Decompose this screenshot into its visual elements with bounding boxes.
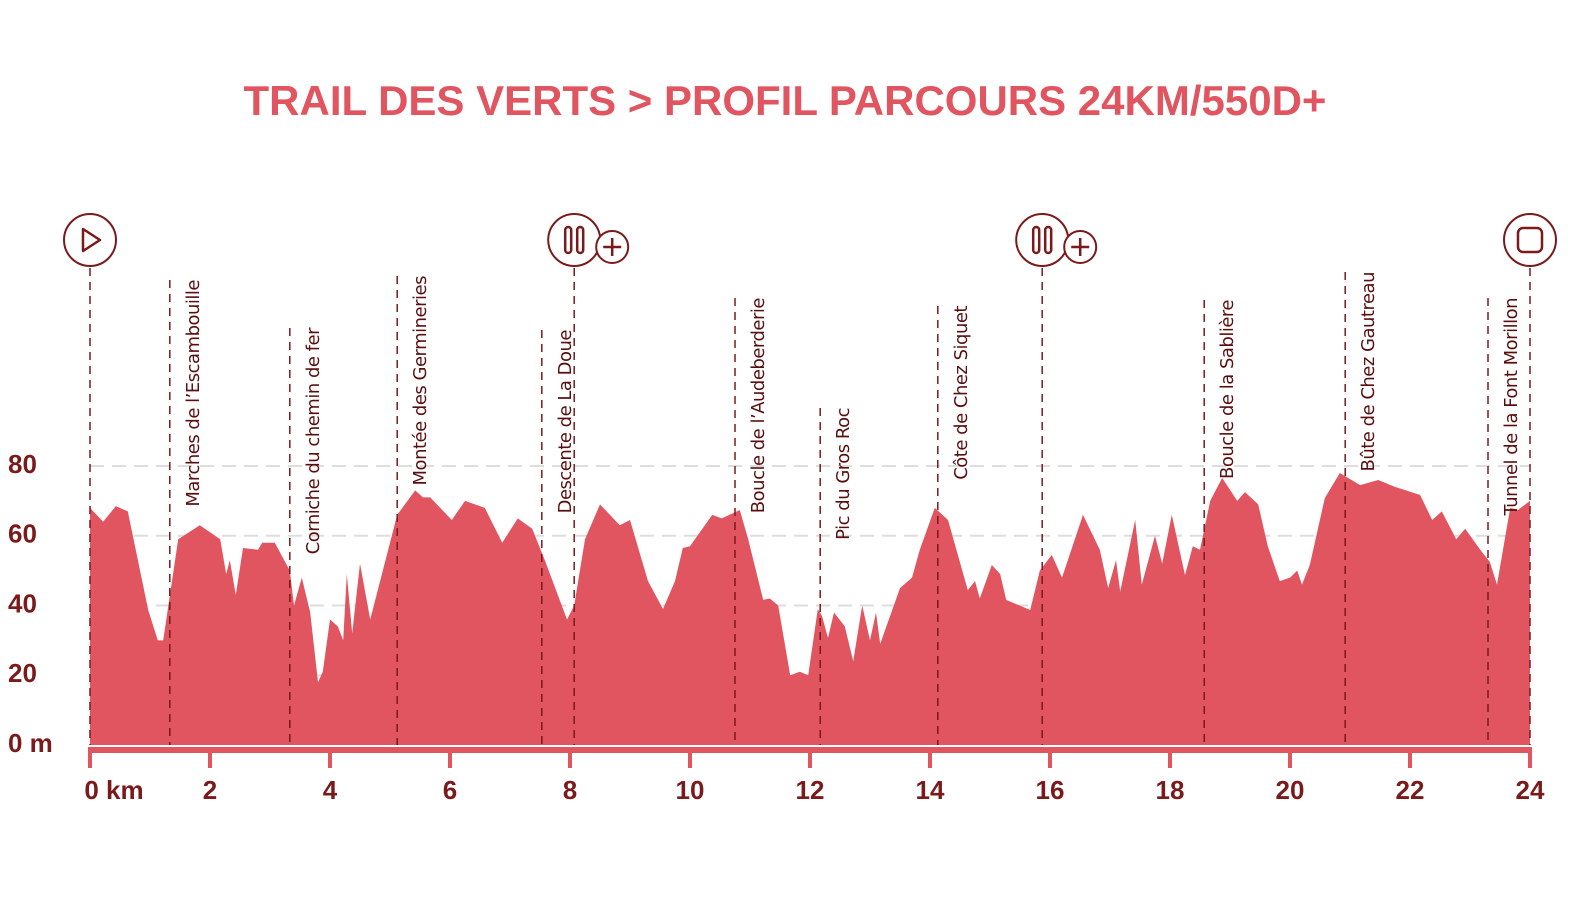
annotation-label: Boucle de l’Audeberderie bbox=[748, 298, 769, 514]
checkpoint-icon bbox=[1503, 213, 1557, 267]
y-tick-label: 40 bbox=[8, 588, 37, 618]
chart-title: TRAIL DES VERTS > PROFIL PARCOURS 24KM/5… bbox=[244, 77, 1327, 124]
elevation-area bbox=[90, 472, 1530, 745]
x-tick-label: 8 bbox=[563, 775, 577, 805]
checkpoint-icon bbox=[547, 213, 630, 267]
annotation-label: Bûte de Chez Gautreau bbox=[1358, 272, 1379, 472]
annotation-label: Tunnel de la Font Morillon bbox=[1501, 298, 1522, 517]
x-tick-label: 22 bbox=[1396, 775, 1425, 805]
icon-ring bbox=[63, 213, 117, 267]
y-tick-label: 0 m bbox=[8, 728, 53, 758]
x-tick-label: 2 bbox=[203, 775, 217, 805]
y-tick-label: 60 bbox=[8, 519, 37, 549]
annotation-label: Pic du Gros Roc bbox=[833, 408, 854, 540]
pause-bar bbox=[575, 225, 585, 255]
x-tick-label: 24 bbox=[1516, 775, 1545, 805]
y-tick-label: 20 bbox=[8, 658, 37, 688]
icon-ring bbox=[1503, 213, 1557, 267]
x-tick-label: 0 km bbox=[84, 775, 143, 805]
pause-bar bbox=[1043, 225, 1053, 255]
pause-bar bbox=[1031, 225, 1041, 255]
annotation-label: Corniche du chemin de fer bbox=[303, 327, 324, 554]
y-tick-label: 80 bbox=[8, 449, 37, 479]
annotation-label: Marches de l’Escambouille bbox=[183, 280, 204, 507]
pause-bar bbox=[563, 225, 573, 255]
checkpoint-icon bbox=[63, 213, 117, 267]
annotation-label: Descente de La Doue bbox=[555, 330, 576, 514]
x-tick-label: 12 bbox=[796, 775, 825, 805]
x-tick-label: 14 bbox=[916, 775, 945, 805]
annotation-label: Boucle de la Sablière bbox=[1217, 300, 1238, 479]
refuel-plus bbox=[603, 238, 622, 256]
annotation-label: Montée des Germineries bbox=[410, 276, 431, 486]
refuel-plus bbox=[1071, 238, 1090, 256]
icon-ring bbox=[547, 213, 602, 267]
stop-icon bbox=[1516, 226, 1544, 254]
icon-ring bbox=[1015, 213, 1070, 267]
x-tick-label: 16 bbox=[1036, 775, 1065, 805]
annotation-label: Côte de Chez Siquet bbox=[951, 306, 972, 480]
x-tick-label: 10 bbox=[676, 775, 705, 805]
x-tick-label: 6 bbox=[443, 775, 457, 805]
x-tick-label: 20 bbox=[1276, 775, 1305, 805]
x-tick-label: 4 bbox=[323, 775, 338, 805]
play-icon bbox=[81, 227, 102, 253]
checkpoint-icon bbox=[1015, 213, 1098, 267]
x-tick-label: 18 bbox=[1156, 775, 1185, 805]
